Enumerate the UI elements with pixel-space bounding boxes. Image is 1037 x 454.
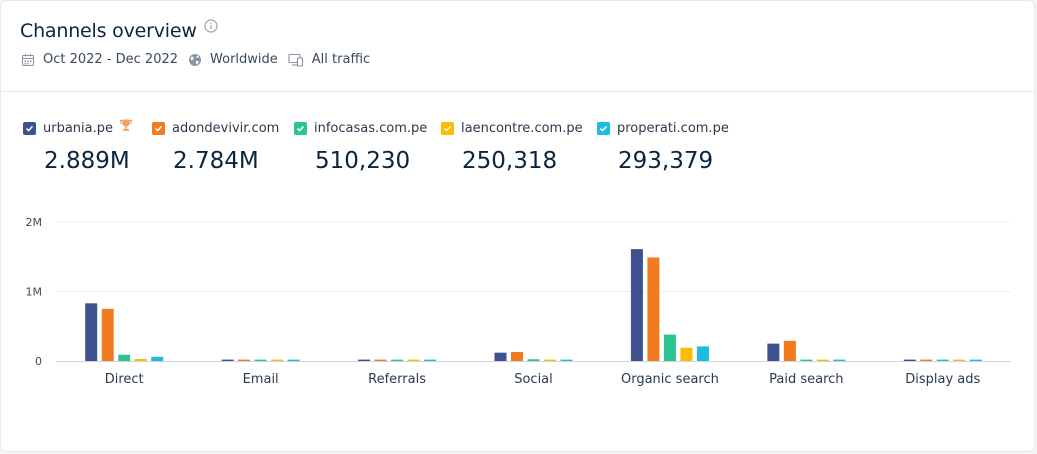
bar[interactable] (238, 359, 251, 361)
legend-item[interactable]: adondevivir.com (152, 121, 279, 136)
checkbox-checked-icon[interactable] (23, 122, 36, 135)
region-label: Worldwide (210, 52, 278, 67)
title-row: Channels overview (20, 18, 218, 42)
bar[interactable] (101, 308, 114, 361)
bar[interactable] (783, 340, 796, 361)
legend-item[interactable]: properati.com.pe (597, 121, 729, 136)
legend-label: properati.com.pe (617, 121, 729, 136)
page-title: Channels overview (20, 20, 197, 42)
filters-row: Oct 2022 - Dec 2022 Worldwide All traffi… (21, 52, 380, 67)
x-category-label: Display ads (905, 372, 980, 387)
bar[interactable] (903, 359, 916, 361)
legend-label: laencontre.com.pe (461, 121, 583, 136)
bar[interactable] (424, 359, 437, 361)
bar[interactable] (936, 359, 949, 361)
trophy-icon (119, 118, 133, 136)
series-total: 2.889M (44, 148, 130, 174)
series-total: 250,318 (462, 148, 558, 174)
calendar-icon (21, 53, 35, 66)
bar[interactable] (407, 359, 420, 361)
series-total: 2.784M (173, 148, 259, 174)
traffic-label: All traffic (311, 52, 371, 67)
y-tick-label: 0 (35, 355, 42, 368)
bar[interactable] (800, 359, 813, 361)
x-category-label: Organic search (621, 372, 719, 387)
bar[interactable] (816, 359, 829, 361)
bar[interactable] (511, 351, 523, 361)
bar[interactable] (287, 359, 300, 361)
legend-item[interactable]: laencontre.com.pe (441, 121, 583, 136)
checkbox-checked-icon[interactable] (294, 122, 307, 135)
legend-label: urbania.pe (43, 121, 114, 136)
bar[interactable] (767, 343, 780, 361)
bar[interactable] (560, 359, 573, 361)
bar[interactable] (374, 359, 387, 361)
info-icon[interactable] (204, 18, 218, 37)
legend-label: adondevivir.com (172, 121, 280, 136)
bar[interactable] (271, 359, 284, 361)
x-category-label: Email (243, 372, 279, 387)
bar[interactable] (630, 249, 643, 361)
legend-item[interactable]: urbania.pe (23, 118, 133, 136)
checkbox-checked-icon[interactable] (152, 122, 165, 135)
bar-chart: 0 1M 2M Direct Email Referrals Social Organic s… (26, 216, 1011, 387)
bar[interactable] (544, 359, 556, 361)
legend-label: infocasas.com.pe (314, 121, 428, 136)
bar[interactable] (494, 352, 507, 361)
bar[interactable] (680, 347, 693, 361)
divider (1, 91, 1034, 92)
bar[interactable] (696, 346, 709, 361)
traffic-filter[interactable]: All traffic (288, 52, 370, 67)
x-category-label: Direct (105, 372, 144, 387)
x-category-label: Social (514, 372, 553, 387)
bar[interactable] (920, 359, 933, 361)
checkbox-checked-icon[interactable] (597, 122, 610, 135)
series-total: 510,230 (315, 148, 411, 174)
bar[interactable] (358, 359, 371, 361)
checkbox-checked-icon[interactable] (441, 122, 454, 135)
bar[interactable] (391, 359, 404, 361)
globe-icon (189, 53, 202, 66)
date-range-label: Oct 2022 - Dec 2022 (43, 52, 179, 67)
bar[interactable] (151, 356, 164, 361)
y-tick-label: 1M (26, 286, 43, 299)
bar[interactable] (833, 359, 846, 361)
bar[interactable] (221, 359, 234, 361)
bar[interactable] (663, 334, 676, 361)
x-category-label: Paid search (769, 372, 843, 387)
date-filter[interactable]: Oct 2022 - Dec 2022 (21, 52, 178, 67)
y-tick-label: 2M (26, 216, 43, 229)
bar[interactable] (969, 359, 982, 361)
legend-item[interactable]: infocasas.com.pe (294, 121, 427, 136)
series-total: 293,379 (618, 148, 714, 174)
devices-icon (288, 53, 303, 67)
bar[interactable] (254, 359, 267, 361)
bar[interactable] (134, 358, 147, 361)
x-category-label: Referrals (368, 372, 426, 387)
bar[interactable] (118, 354, 131, 361)
bar[interactable] (527, 359, 540, 361)
bar[interactable] (953, 359, 966, 361)
region-filter[interactable]: Worldwide (188, 52, 278, 67)
bar[interactable] (85, 303, 98, 361)
bar[interactable] (647, 257, 660, 361)
